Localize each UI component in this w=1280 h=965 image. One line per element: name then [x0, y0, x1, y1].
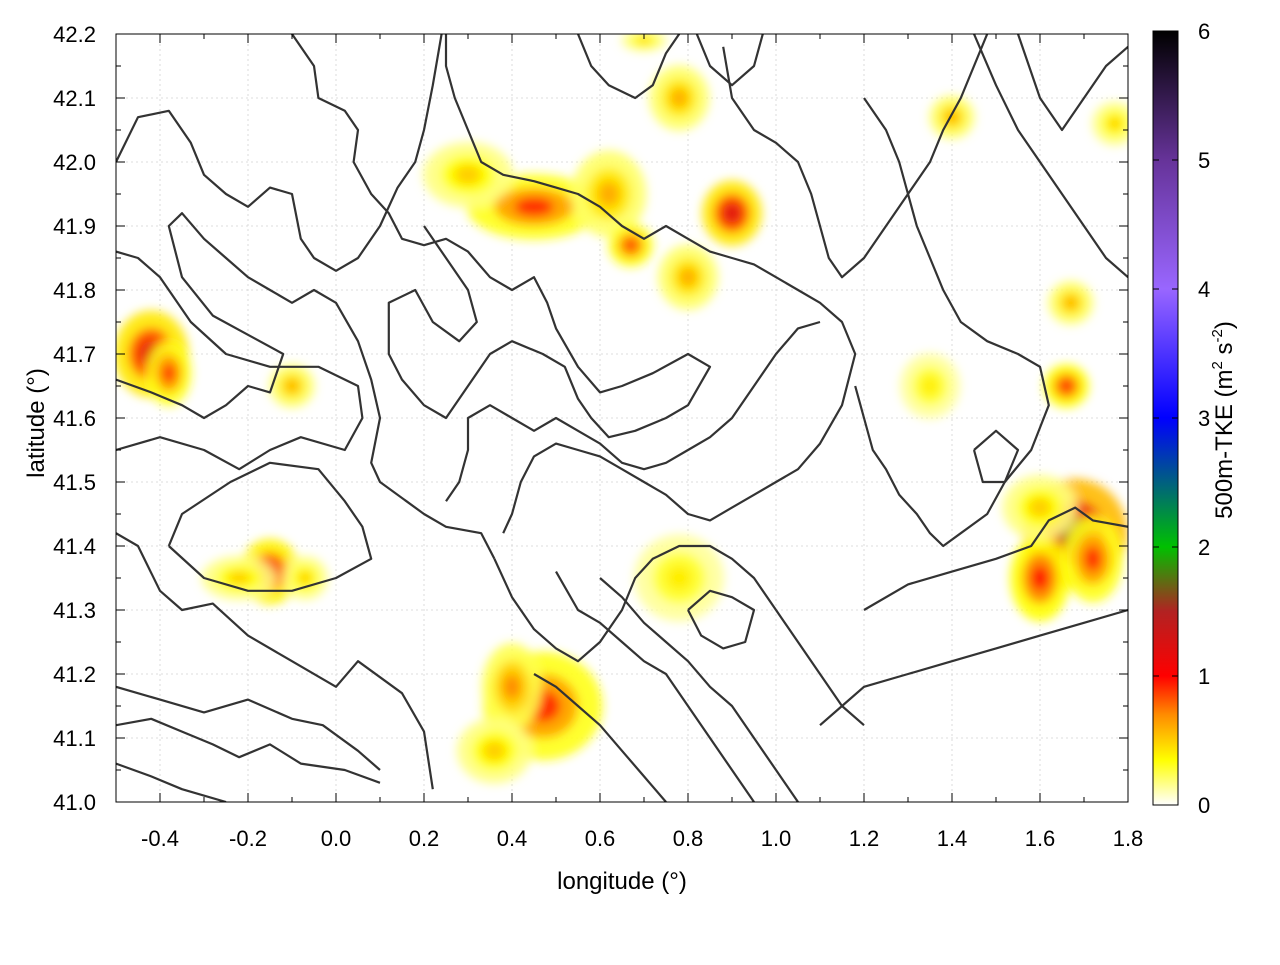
terrain-contours [116, 34, 1128, 802]
colorbar-label: 500m-TKE (m2 s-2) [1209, 321, 1238, 519]
tke-hotspot-core [228, 571, 251, 585]
contour-line [445, 320, 821, 502]
y-tick-label: 41.1 [53, 726, 96, 751]
colorbar-label-sup1: 2 [1209, 361, 1226, 369]
x-tick-label: 1.6 [1025, 826, 1056, 851]
x-tick-label: 0.2 [409, 826, 440, 851]
x-tick-label: 1.4 [937, 826, 968, 851]
colorbar-ticks: 0 1 2 3 4 5 6 [1153, 19, 1210, 818]
colorbar-tick-label: 2 [1198, 535, 1210, 560]
contour-line [1016, 34, 1128, 132]
contour-line [116, 762, 227, 802]
contour-line [695, 34, 764, 87]
y-tick-label: 41.8 [53, 278, 96, 303]
tke-hotspot-core [666, 565, 693, 591]
x-tick-label: 1.8 [1113, 826, 1144, 851]
y-axis-label: latitude (°) [23, 368, 50, 478]
tke-hotspot-core [1064, 296, 1078, 310]
contour-line [116, 250, 364, 471]
colorbar-tick-label: 1 [1198, 664, 1210, 689]
contour-line [116, 532, 434, 790]
y-tick-label: 42.1 [53, 86, 96, 111]
tke-hotspot-core [1029, 498, 1051, 518]
x-tick-label: 1.2 [849, 826, 880, 851]
tke-hotspot-core [670, 88, 688, 108]
tke-hotspot-core [637, 37, 651, 44]
colorbar-label-end: ) [1211, 321, 1238, 329]
tke-heatmap [116, 34, 1128, 784]
colorbar-tick-label: 4 [1198, 277, 1210, 302]
y-tick-label: 41.4 [53, 534, 96, 559]
colorbar-label-main: 500m-TKE (m [1211, 370, 1238, 519]
y-tick-label: 42.0 [53, 150, 96, 175]
contour-line [863, 506, 1128, 611]
y-tick-label: 41.9 [53, 214, 96, 239]
tke-hotspot-core [503, 674, 521, 700]
tke-hotspot-core [1108, 117, 1122, 130]
contour-line [116, 685, 381, 771]
colorbar-label-mid: s [1211, 342, 1238, 361]
tke-hotspot-core [723, 203, 741, 223]
contour-line [116, 34, 443, 272]
tke-hotspot-core [921, 376, 939, 396]
contour-line [972, 34, 1128, 279]
y-tick-label: 42.2 [53, 22, 96, 47]
tke-hotspot-core [1059, 379, 1073, 393]
y-tick-label: 41.5 [53, 470, 96, 495]
contour-line [576, 34, 681, 100]
x-axis-label: longitude (°) [557, 868, 687, 895]
tke-hotspot-core [679, 267, 697, 287]
tke-hotspot-core [285, 379, 299, 393]
colorbar-tick-label: 5 [1198, 148, 1210, 173]
colorbar-tick-label: 6 [1198, 19, 1210, 44]
colorbar-label-sup2: -2 [1209, 329, 1226, 342]
contour-line [972, 429, 1020, 484]
x-tick-label: 0.8 [673, 826, 704, 851]
grid-lines [116, 33, 1129, 803]
colorbar: 0 1 2 3 4 5 6 500m-TKE (m2 s-2) [1152, 19, 1238, 818]
tke-hotspot-core [624, 238, 638, 252]
contour-line [291, 34, 712, 439]
contour-line [493, 544, 865, 727]
x-tick-label: 0.6 [585, 826, 616, 851]
contour-line [819, 608, 1128, 727]
axis-ticks: -0.4 -0.2 0.0 0.2 0.4 0.6 0.8 1.0 1.2 1.4 1.6 1.8 41… [53, 22, 1143, 851]
tke-hotspot-core [514, 197, 554, 217]
x-tick-label: 0.0 [321, 826, 352, 851]
contour-line [722, 34, 989, 279]
colorbar-tick-label: 3 [1198, 406, 1210, 431]
x-tick-label: 1.0 [761, 826, 792, 851]
y-tick-label: 41.0 [53, 790, 96, 815]
tke-hotspot-core [483, 741, 506, 761]
tke-hotspot-core [597, 181, 620, 207]
tke-hotspot-core [1084, 546, 1102, 572]
contour-line [116, 717, 381, 784]
tke-hotspot-core [298, 571, 312, 585]
y-tick-label: 41.3 [53, 598, 96, 623]
colorbar-tick-label: 0 [1198, 793, 1210, 818]
contour-line [116, 212, 496, 560]
contour-line [687, 589, 756, 650]
x-tick-label: -0.4 [141, 826, 179, 851]
y-tick-label: 41.6 [53, 406, 96, 431]
y-tick-label: 41.7 [53, 342, 96, 367]
tke-hotspot-core [162, 363, 176, 383]
contour-line [555, 571, 755, 802]
tke-hotspot-core [454, 165, 482, 185]
y-tick-label: 41.2 [53, 662, 96, 687]
contour-line [599, 577, 799, 802]
contour-line [854, 97, 1050, 548]
contour-line [533, 673, 667, 802]
contour-line [167, 461, 373, 592]
x-tick-label: 0.4 [497, 826, 528, 851]
contour-line [444, 34, 857, 534]
x-tick-label: -0.2 [229, 826, 267, 851]
tke-hotspot-core [1031, 565, 1049, 591]
